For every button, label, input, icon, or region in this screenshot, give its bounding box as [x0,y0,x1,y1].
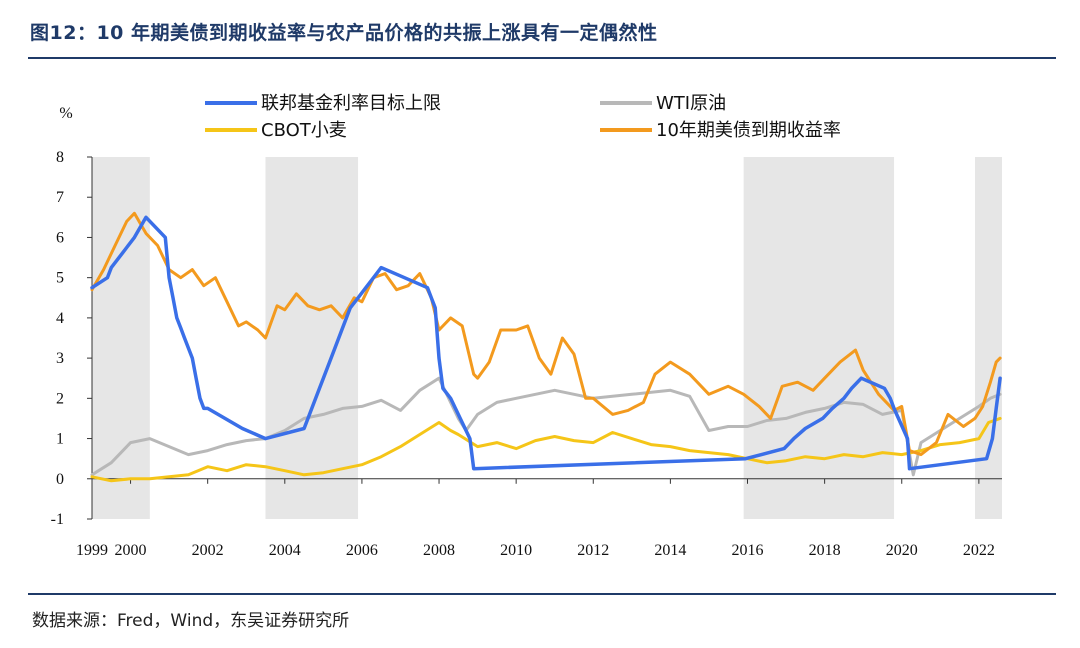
x-tick-label: 2012 [577,542,609,559]
x-tick-label: 2020 [886,542,918,559]
series-line-1 [90,376,1002,477]
x-tick-label: 2018 [809,542,841,559]
shaded-period-0 [92,157,150,519]
x-tick-label: 2000 [115,542,147,559]
bottom-rule [28,593,1056,595]
chart-legend: 联邦基金利率目标上限 WTI原油 CBOT小麦 10年期美债到期收益率 [205,93,841,141]
shaded-period-2 [743,157,895,519]
y-tick-label: 7 [56,189,64,206]
x-tick-label: 2010 [500,542,532,559]
source-note: 数据来源：Fred，Wind，东吴证券研究所 [32,611,350,631]
y-tick-label: 3 [56,350,64,367]
x-tick-label: 2016 [732,542,764,559]
x-tick-label: 2008 [423,542,455,559]
series-line-0 [90,215,1002,471]
series-line-2 [90,416,1002,483]
figure-title: 图12：10 年期美债到期收益率与农产品价格的共振上涨具有一定偶然性 [30,22,658,44]
y-tick-label: -1 [51,511,64,528]
y-tick-label: 4 [56,310,64,327]
series-lines [90,211,1002,483]
shaded-period-3 [975,157,1002,519]
legend-label-1: WTI原油 [656,93,726,114]
y-tick-label: 5 [56,270,64,287]
chart-axes: 8 7 6 5 4 3 2 1 0 -1% 1999 2000 2002 2004 2006 2008 2010… [51,105,1002,559]
x-tick-label: 2002 [192,542,224,559]
x-tick-label: 1999 [76,542,108,559]
x-tick-label: 2022 [963,542,995,559]
y-tick-label: 0 [56,471,64,488]
shaded-period-1 [265,157,359,519]
legend-label-0: 联邦基金利率目标上限 [261,93,441,114]
top-rule [28,57,1056,59]
series-line-3 [90,211,1002,457]
y-tick-label: 1 [56,431,64,448]
x-tick-label: 2004 [269,542,301,559]
y-tick-label: 6 [56,229,64,246]
y-axis-unit: % [59,105,72,122]
legend-label-3: 10年期美债到期收益率 [656,120,841,141]
x-tick-label: 2006 [346,542,378,559]
legend-label-2: CBOT小麦 [261,120,347,141]
x-tick-label: 2014 [654,542,686,559]
y-tick-label: 2 [56,390,64,407]
y-tick-label: 8 [56,149,64,166]
